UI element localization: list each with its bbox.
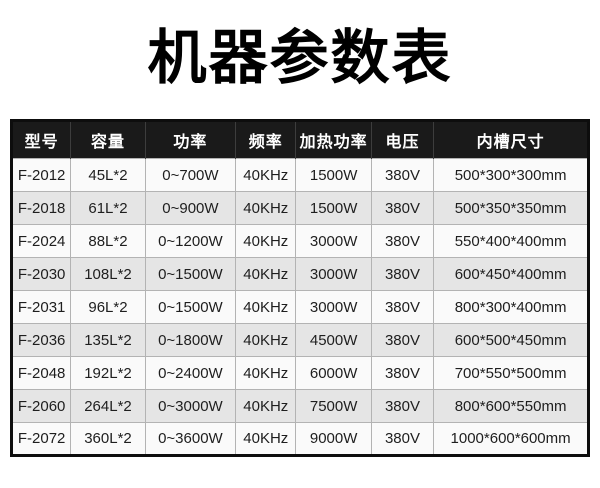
column-header-power: 功率 bbox=[145, 120, 237, 159]
table-cell: 0~2400W bbox=[144, 356, 237, 390]
column-header-model: 型号 bbox=[11, 120, 72, 159]
table-row: F-2048 192L*2 0~2400W 40KHz 6000W 380V 700*550… bbox=[10, 356, 589, 390]
table-cell: 380V bbox=[370, 224, 435, 258]
table-cell: 550*400*400mm bbox=[433, 224, 589, 258]
table-body: F-2012 45L*2 0~700W 40KHz 1500W 380V 500*300*3… bbox=[10, 158, 589, 456]
table-row: F-2018 61L*2 0~900W 40KHz 1500W 380V 500*350*3… bbox=[10, 191, 589, 225]
table-cell: 40KHz bbox=[235, 191, 297, 225]
table-cell: F-2024 bbox=[10, 224, 72, 258]
column-header-capacity: 容量 bbox=[70, 120, 146, 159]
table-header: 型号 容量 功率 频率 加热功率 电压 内槽尺寸 bbox=[11, 120, 589, 159]
table-cell: 1500W bbox=[295, 158, 372, 192]
table-row: F-2072 360L*2 0~3600W 40KHz 9000W 380V 1000*60… bbox=[10, 422, 589, 456]
page-title: 机器参数表 bbox=[147, 25, 453, 91]
table-cell: 96L*2 bbox=[70, 290, 146, 324]
table-cell: F-2060 bbox=[10, 389, 72, 423]
table-cell: 40KHz bbox=[235, 389, 297, 423]
table-cell: F-2036 bbox=[10, 323, 72, 357]
table-cell: 0~1200W bbox=[144, 224, 237, 258]
table-cell: 6000W bbox=[295, 356, 372, 390]
table-cell: 500*300*300mm bbox=[433, 158, 589, 192]
table-cell: 3000W bbox=[295, 290, 372, 324]
table-cell: 380V bbox=[370, 290, 435, 324]
column-header-voltage: 电压 bbox=[371, 120, 435, 159]
table-cell: 360L*2 bbox=[70, 422, 146, 456]
table-cell: 9000W bbox=[295, 422, 372, 456]
table-cell: 192L*2 bbox=[70, 356, 146, 390]
table-row: F-2012 45L*2 0~700W 40KHz 1500W 380V 500*300*3… bbox=[10, 158, 589, 192]
table-cell: 380V bbox=[370, 257, 435, 291]
column-header-tank-size: 内槽尺寸 bbox=[433, 120, 589, 159]
table-cell: 61L*2 bbox=[70, 191, 146, 225]
table-cell: 40KHz bbox=[235, 224, 297, 258]
table-cell: 1500W bbox=[295, 191, 372, 225]
table-row: F-2031 96L*2 0~1500W 40KHz 3000W 380V 800*300*… bbox=[10, 290, 589, 324]
table-cell: 40KHz bbox=[235, 257, 297, 291]
table-cell: 40KHz bbox=[235, 158, 297, 192]
table-cell: F-2031 bbox=[10, 290, 72, 324]
table-cell: F-2030 bbox=[10, 257, 72, 291]
column-header-frequency: 频率 bbox=[235, 120, 297, 159]
spec-table: 型号 容量 功率 频率 加热功率 电压 内槽尺寸 F-2012 45L*2 0~70… bbox=[10, 119, 590, 457]
table-cell: 3000W bbox=[295, 224, 372, 258]
table-cell: 0~3600W bbox=[144, 422, 237, 456]
table-cell: 108L*2 bbox=[70, 257, 146, 291]
table-cell: 0~700W bbox=[144, 158, 237, 192]
table-cell: 0~1800W bbox=[144, 323, 237, 357]
table-cell: 0~1500W bbox=[144, 257, 237, 291]
table-cell: 3000W bbox=[295, 257, 372, 291]
table-cell: 380V bbox=[370, 323, 435, 357]
table-cell: 7500W bbox=[295, 389, 372, 423]
table-row: F-2024 88L*2 0~1200W 40KHz 3000W 380V 550*400*… bbox=[10, 224, 589, 258]
table-cell: 800*600*550mm bbox=[433, 389, 589, 423]
table-cell: 40KHz bbox=[235, 422, 297, 456]
table-cell: 380V bbox=[370, 389, 435, 423]
table-cell: 135L*2 bbox=[70, 323, 146, 357]
table-cell: 264L*2 bbox=[70, 389, 146, 423]
table-row: F-2030 108L*2 0~1500W 40KHz 3000W 380V 600*450… bbox=[10, 257, 589, 291]
table-cell: 600*450*400mm bbox=[433, 257, 589, 291]
table-cell: 88L*2 bbox=[70, 224, 146, 258]
table-cell: 45L*2 bbox=[70, 158, 146, 192]
table-cell: F-2012 bbox=[10, 158, 72, 192]
table-cell: 380V bbox=[370, 158, 435, 192]
table-header-row: 型号 容量 功率 频率 加热功率 电压 内槽尺寸 bbox=[11, 120, 589, 159]
table-cell: 500*350*350mm bbox=[433, 191, 589, 225]
table-cell: 1000*600*600mm bbox=[433, 422, 589, 456]
table-cell: 800*300*400mm bbox=[433, 290, 589, 324]
table-cell: 0~3000W bbox=[144, 389, 237, 423]
table-cell: F-2048 bbox=[10, 356, 72, 390]
table-cell: 380V bbox=[370, 356, 435, 390]
table-cell: 40KHz bbox=[235, 356, 297, 390]
table-cell: F-2072 bbox=[10, 422, 72, 456]
table-row: F-2060 264L*2 0~3000W 40KHz 7500W 380V 800*600… bbox=[10, 389, 589, 423]
table-cell: 40KHz bbox=[235, 290, 297, 324]
column-header-heating-power: 加热功率 bbox=[295, 120, 372, 159]
table-cell: F-2018 bbox=[10, 191, 72, 225]
table-cell: 600*500*450mm bbox=[433, 323, 589, 357]
table-cell: 700*550*500mm bbox=[433, 356, 589, 390]
table-cell: 0~900W bbox=[144, 191, 237, 225]
table-row: F-2036 135L*2 0~1800W 40KHz 4500W 380V 600*500… bbox=[10, 323, 589, 357]
table-cell: 380V bbox=[370, 191, 435, 225]
table-cell: 380V bbox=[370, 422, 435, 456]
table-cell: 40KHz bbox=[235, 323, 297, 357]
table-cell: 4500W bbox=[295, 323, 372, 357]
table-cell: 0~1500W bbox=[144, 290, 237, 324]
